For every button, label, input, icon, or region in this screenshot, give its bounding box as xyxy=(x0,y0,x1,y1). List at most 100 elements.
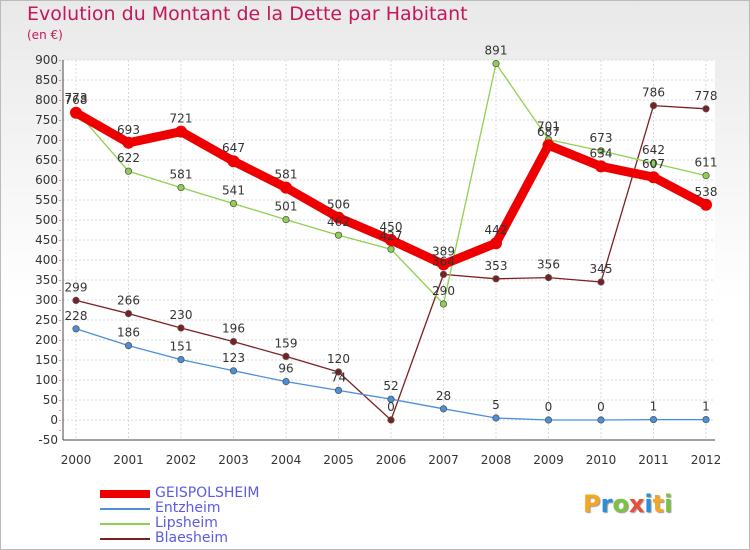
data-point xyxy=(229,367,238,375)
logo-letter: t xyxy=(652,490,665,518)
y-tick-label: 800 xyxy=(35,93,58,107)
data-label: 611 xyxy=(695,156,718,170)
data-label: 389 xyxy=(432,244,455,258)
legend: GEISPOLSHEIM Entzheim Lipsheim Blaesheim xyxy=(100,485,320,547)
data-label: 622 xyxy=(117,151,140,165)
data-point xyxy=(490,237,502,250)
data-point xyxy=(282,352,290,360)
data-point xyxy=(72,325,80,333)
x-tick-label: 2001 xyxy=(113,453,144,467)
legend-swatch xyxy=(100,538,150,540)
data-point xyxy=(387,416,395,424)
data-label: 538 xyxy=(695,185,718,199)
data-point xyxy=(597,147,605,155)
chart-subtitle: (en €) xyxy=(27,28,63,42)
y-tick-label: 50 xyxy=(43,393,58,407)
logo-letter: o xyxy=(612,490,629,518)
data-label: 299 xyxy=(65,280,88,294)
y-tick-label: 200 xyxy=(35,333,58,347)
data-label: 196 xyxy=(222,322,245,336)
data-point xyxy=(175,125,187,138)
data-label: 120 xyxy=(327,352,350,366)
x-tick-label: 2004 xyxy=(271,453,302,467)
data-point xyxy=(282,377,290,386)
data-point xyxy=(124,341,133,350)
data-label: 151 xyxy=(170,340,193,354)
data-label: 96 xyxy=(278,362,293,376)
y-tick-label: 0 xyxy=(50,413,58,427)
y-tick-label: -50 xyxy=(38,433,58,447)
data-label: 786 xyxy=(642,86,665,100)
y-tick-label: 450 xyxy=(35,233,58,247)
chart-title: Evolution du Montant de la Dette par Hab… xyxy=(27,3,468,25)
logo-letter: r xyxy=(600,490,613,518)
data-point xyxy=(387,395,395,403)
data-point xyxy=(385,234,397,246)
x-tick-label: 2010 xyxy=(586,453,617,467)
data-point xyxy=(702,105,710,113)
data-label: 891 xyxy=(485,44,508,58)
data-point xyxy=(439,270,448,278)
y-tick-label: 500 xyxy=(35,213,58,227)
data-point xyxy=(439,300,448,308)
data-point xyxy=(334,368,343,376)
data-label: 647 xyxy=(222,141,245,155)
data-point xyxy=(597,416,605,424)
data-label: 581 xyxy=(170,168,193,182)
data-point xyxy=(702,415,710,424)
data-point xyxy=(647,171,660,184)
data-point xyxy=(387,245,395,253)
data-label: 693 xyxy=(117,123,140,137)
data-label: 721 xyxy=(170,112,193,126)
data-label: 768 xyxy=(65,93,88,107)
data-label: 427 xyxy=(380,229,403,243)
data-point xyxy=(544,273,553,282)
legend-item-blaesheim: Blaesheim xyxy=(100,530,320,547)
data-label: 290 xyxy=(432,284,455,298)
y-tick-label: 250 xyxy=(35,313,58,327)
legend-item-geispolsheim: GEISPOLSHEIM xyxy=(100,485,320,502)
x-tick-label: 2006 xyxy=(376,453,407,467)
y-tick-label: 350 xyxy=(35,273,58,287)
data-point xyxy=(437,258,450,271)
data-point xyxy=(595,160,607,173)
legend-label: Blaesheim xyxy=(155,530,228,546)
data-point xyxy=(229,337,238,346)
y-tick-label: 300 xyxy=(35,293,58,307)
data-point xyxy=(702,172,710,180)
data-point xyxy=(492,275,500,283)
data-point xyxy=(439,405,448,413)
data-point xyxy=(227,155,240,168)
data-label: 501 xyxy=(275,200,298,214)
data-point xyxy=(280,181,292,194)
legend-label: Entzheim xyxy=(155,500,221,516)
data-point xyxy=(649,102,658,110)
y-tick-label: 850 xyxy=(35,73,58,87)
logo-letter: i xyxy=(644,490,653,518)
y-tick-label: 400 xyxy=(35,253,58,267)
x-tick-label: 2008 xyxy=(481,453,512,467)
data-point xyxy=(70,106,82,119)
legend-label: GEISPOLSHEIM xyxy=(155,485,260,501)
data-point xyxy=(700,198,712,211)
logo-letter: P xyxy=(583,490,601,518)
data-point xyxy=(72,296,80,304)
data-point xyxy=(544,416,553,424)
data-label: 541 xyxy=(222,184,245,198)
y-tick-label: 100 xyxy=(35,373,58,387)
data-point xyxy=(177,184,185,192)
legend-item-lipsheim: Lipsheim xyxy=(100,515,320,532)
data-label: 506 xyxy=(327,198,350,212)
data-point xyxy=(649,415,658,424)
data-label: 687 xyxy=(537,125,560,139)
logo-letter: i xyxy=(664,490,673,518)
y-tick-label: 600 xyxy=(35,173,58,187)
data-label: 74 xyxy=(331,370,346,384)
y-tick-label: 650 xyxy=(35,153,58,167)
proxiti-logo: Proxiti xyxy=(583,490,672,518)
x-tick-label: 2012 xyxy=(691,453,722,467)
y-tick-label: 900 xyxy=(35,53,58,67)
data-label: 0 xyxy=(545,400,553,414)
data-label: 364 xyxy=(432,254,455,268)
